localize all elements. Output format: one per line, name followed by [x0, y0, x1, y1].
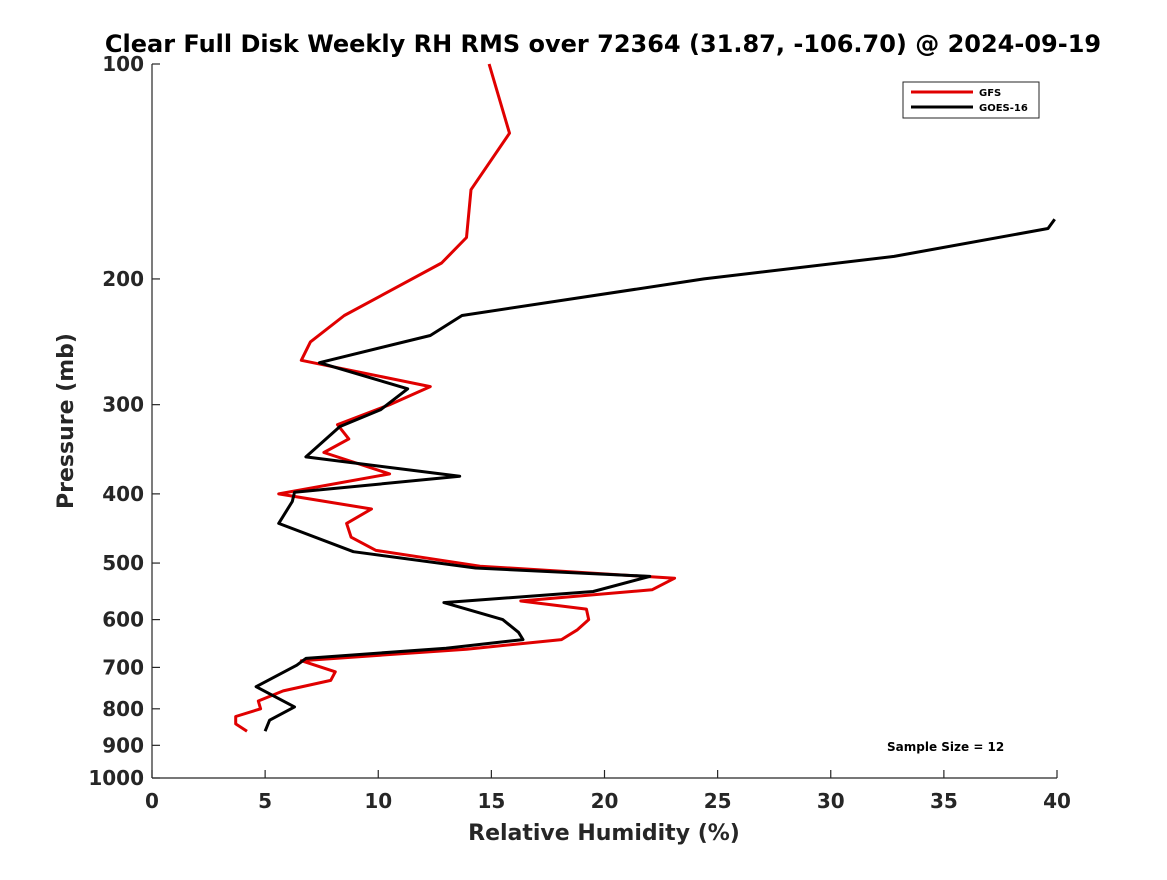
- y-tick-label: 1000: [88, 766, 144, 790]
- x-tick-label: 25: [704, 789, 732, 813]
- series-line-goes16: [254, 218, 1056, 732]
- y-axis-label: Pressure (mb): [54, 333, 79, 509]
- y-tick-label: 400: [102, 482, 144, 506]
- y-tick-label: 800: [102, 697, 144, 721]
- y-ticks: 100 200 300 400 500 600 700 800 900 1000: [88, 52, 160, 790]
- x-tick-label: 30: [817, 789, 845, 813]
- y-tick-label: 600: [102, 608, 144, 632]
- series-layer: [234, 63, 1056, 733]
- chart-title: Clear Full Disk Weekly RH RMS over 72364…: [105, 30, 1101, 58]
- x-tick-label: 0: [145, 789, 159, 813]
- x-tick-label: 15: [477, 789, 505, 813]
- sample-size-annotation: Sample Size = 12: [887, 740, 1004, 754]
- x-axis-label: Relative Humidity (%): [468, 821, 740, 846]
- x-tick-label: 10: [364, 789, 392, 813]
- x-tick-label: 5: [258, 789, 272, 813]
- series-line-gfs: [234, 63, 677, 733]
- y-tick-label: 500: [102, 551, 144, 575]
- y-tick-label: 300: [102, 393, 144, 417]
- legend-label-goes16: GOES-16: [979, 103, 1028, 114]
- x-tick-label: 20: [591, 789, 619, 813]
- x-tick-label: 40: [1043, 789, 1071, 813]
- y-tick-label: 200: [102, 267, 144, 291]
- x-tick-label: 35: [930, 789, 958, 813]
- y-tick-label: 700: [102, 655, 144, 679]
- y-tick-label: 900: [102, 733, 144, 757]
- legend: GFS GOES-16: [902, 81, 1040, 119]
- legend-box: [902, 81, 1040, 119]
- plot-area: 0 5 10 15 20 25 30 35 40 100 200 300 400 500 600 700 80…: [88, 52, 1071, 813]
- x-ticks: 0 5 10 15 20 25 30 35 40: [145, 770, 1071, 813]
- legend-label-gfs: GFS: [979, 88, 1001, 99]
- y-tick-label: 100: [102, 52, 144, 76]
